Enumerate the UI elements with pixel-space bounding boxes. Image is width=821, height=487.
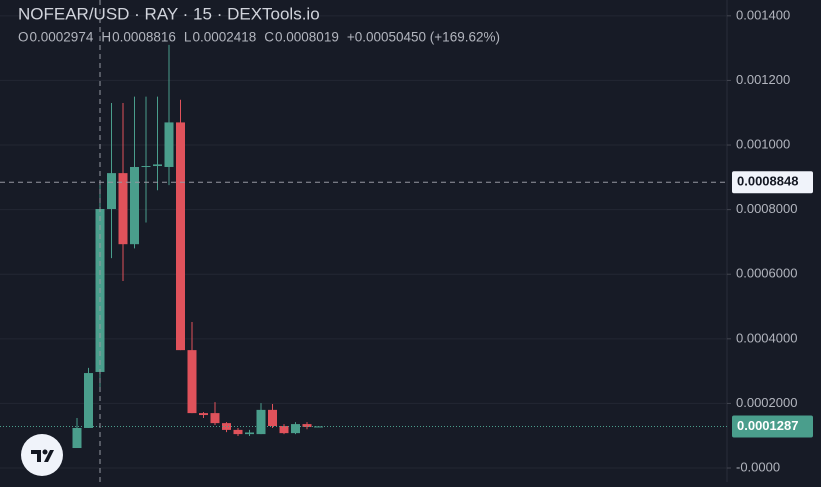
legend-key: L bbox=[184, 30, 192, 45]
y-tick-label: 0.0008000 bbox=[736, 201, 797, 216]
candle-body bbox=[199, 413, 208, 416]
y-tick-label: 0.001000 bbox=[736, 136, 790, 151]
candle-body bbox=[130, 166, 139, 245]
candle-body bbox=[153, 164, 162, 167]
legend-key: O bbox=[18, 30, 29, 45]
candle-body bbox=[245, 432, 254, 435]
grid bbox=[0, 15, 727, 469]
candle-body bbox=[256, 409, 266, 435]
candle-body bbox=[302, 424, 312, 427]
candle-body bbox=[187, 350, 197, 414]
candle-body bbox=[141, 166, 151, 168]
legend-change: +0.00050450 (+169.62%) bbox=[347, 30, 500, 45]
y-tick-label: 0.0006000 bbox=[736, 266, 797, 281]
candle-body bbox=[222, 423, 231, 430]
crosshair-label: 0.0008848 bbox=[737, 174, 798, 189]
price-axis: -0.0000 0.0002000 0.0004000 0.0006000 0.0008… bbox=[727, 7, 797, 474]
legend-key: H bbox=[101, 30, 111, 45]
candle-body bbox=[233, 429, 243, 435]
legend-value: 0.0002418 bbox=[192, 30, 256, 45]
candle-body bbox=[210, 413, 220, 424]
logo bbox=[21, 434, 63, 476]
candle-body bbox=[84, 373, 93, 428]
candle-body bbox=[268, 409, 277, 427]
chart-title: NOFEAR/USD · RAY · 15 · DEXTools.io bbox=[18, 4, 320, 23]
candle-body bbox=[291, 424, 300, 434]
y-tick-label: 0.001200 bbox=[736, 72, 790, 87]
y-tick-label: -0.0000 bbox=[736, 459, 780, 474]
y-tick-label: 0.0002000 bbox=[736, 395, 797, 410]
candle-body bbox=[107, 173, 116, 210]
ohlc-legend: O 0.0002974 H 0.0008816 L 0.0002418 C 0.0008019… bbox=[18, 30, 500, 45]
candle-body bbox=[279, 426, 289, 434]
candle-body bbox=[164, 122, 174, 167]
candle-body bbox=[176, 122, 185, 351]
y-tick-label: 0.001400 bbox=[736, 7, 790, 22]
legend-value: 0.0008019 bbox=[275, 30, 339, 45]
candle-body bbox=[72, 427, 82, 449]
legend-value: 0.0002974 bbox=[30, 30, 94, 45]
last-price-label-bg bbox=[732, 415, 813, 438]
crosshair-label-bg bbox=[732, 171, 813, 194]
candle-body bbox=[118, 173, 128, 245]
legend-value: 0.0008816 bbox=[112, 30, 176, 45]
y-tick-label: 0.0004000 bbox=[736, 330, 797, 345]
legend-key: C bbox=[264, 30, 274, 45]
last-price-label: 0.0001287 bbox=[737, 418, 798, 433]
